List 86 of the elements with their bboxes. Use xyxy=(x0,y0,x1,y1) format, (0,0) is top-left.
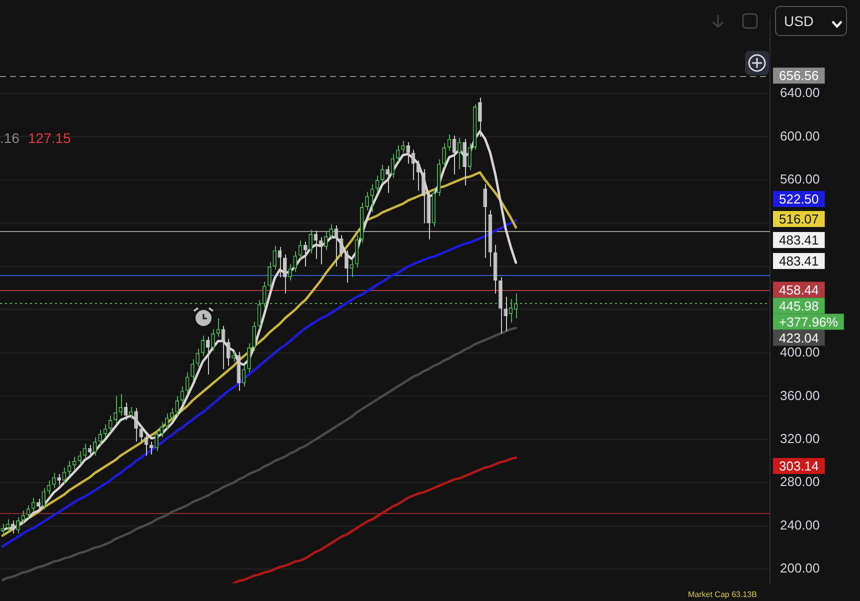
candlestick xyxy=(128,406,133,420)
candlestick xyxy=(386,165,390,194)
candlestick xyxy=(304,241,308,267)
candlestick xyxy=(139,424,144,442)
candlestick xyxy=(36,498,40,510)
candlestick xyxy=(78,450,82,465)
candlestick xyxy=(52,472,56,489)
text: 483.41 xyxy=(779,254,819,269)
candlestick xyxy=(483,184,488,258)
candlestick xyxy=(458,137,462,170)
candlestick xyxy=(0,523,4,536)
candlestick xyxy=(196,348,200,368)
candlestick xyxy=(31,497,36,512)
text: 423.04 xyxy=(779,330,819,346)
candlestick xyxy=(401,140,405,154)
y-tick-label: 280.00 xyxy=(780,474,820,490)
candlestick xyxy=(504,296,508,332)
candlestick xyxy=(380,164,384,184)
candlestick xyxy=(242,364,246,387)
candlestick xyxy=(185,372,190,395)
candlestick xyxy=(324,231,328,251)
candlestick xyxy=(21,510,26,524)
candlestick xyxy=(88,444,92,458)
candlestick xyxy=(308,229,312,254)
candlestick xyxy=(344,250,348,284)
candlestick xyxy=(72,456,76,470)
candlestick xyxy=(10,520,15,534)
text: 303.14 xyxy=(779,458,819,474)
candlestick xyxy=(247,342,251,373)
candlestick xyxy=(422,168,426,224)
candlestick xyxy=(370,184,374,213)
candlestick xyxy=(134,408,138,442)
candlestick xyxy=(175,396,180,416)
candlestick xyxy=(293,250,298,272)
candlestick xyxy=(329,224,334,240)
text: 516.07 xyxy=(779,212,819,227)
candlestick xyxy=(442,142,446,168)
candlestick xyxy=(282,254,287,294)
y-tick-label: 200.00 xyxy=(780,560,820,576)
ref-line-label: 445.98 xyxy=(779,298,819,314)
text: USD xyxy=(784,13,814,29)
y-tick-label: 640.00 xyxy=(780,85,820,100)
candlestick xyxy=(226,338,230,366)
y-tick-label: 320.00 xyxy=(780,430,820,446)
candlestick xyxy=(114,396,118,424)
candlestick xyxy=(118,394,123,416)
candlestick xyxy=(396,144,400,162)
candlestick xyxy=(216,318,220,338)
text: Market Cap 63.13B xyxy=(688,590,757,599)
candlestick xyxy=(170,408,174,422)
text: 483.41 xyxy=(779,232,819,248)
candlestick xyxy=(288,264,292,281)
candlestick xyxy=(268,262,272,290)
candlestick xyxy=(211,328,215,352)
candlestick xyxy=(232,350,236,362)
y-tick-label: 360.00 xyxy=(780,388,820,403)
y-tick-label: 600.00 xyxy=(780,128,820,144)
candlestick xyxy=(206,336,210,376)
candlestick xyxy=(98,429,102,446)
y-tick-label: 400.00 xyxy=(780,344,820,360)
candlestick xyxy=(339,234,344,258)
candlestick xyxy=(416,160,420,192)
candlestick xyxy=(62,467,66,484)
candlestick xyxy=(478,97,482,138)
text: 522.50 xyxy=(779,192,819,207)
candlestick xyxy=(42,488,46,510)
candlestick xyxy=(190,358,194,380)
annotation: 127.15 xyxy=(28,130,71,146)
y-tick-label: 240.00 xyxy=(780,517,820,532)
candlestick xyxy=(365,191,369,211)
text: +377.96% xyxy=(779,314,838,330)
candlestick xyxy=(350,259,354,278)
y-tick-label: 560.00 xyxy=(780,172,820,187)
candlestick xyxy=(447,134,452,152)
annotation: .16 xyxy=(0,130,20,146)
candlestick xyxy=(252,321,256,352)
candlestick xyxy=(108,415,112,432)
candlestick xyxy=(164,412,169,430)
candlestick xyxy=(272,245,277,270)
candlestick xyxy=(16,516,20,534)
candlestick xyxy=(93,436,97,456)
candlestick xyxy=(154,429,158,452)
candlestick xyxy=(318,236,323,265)
ref-line-label: 656.56 xyxy=(779,68,819,84)
candlestick xyxy=(406,142,410,164)
ref-line-label: 458.44 xyxy=(779,282,819,298)
